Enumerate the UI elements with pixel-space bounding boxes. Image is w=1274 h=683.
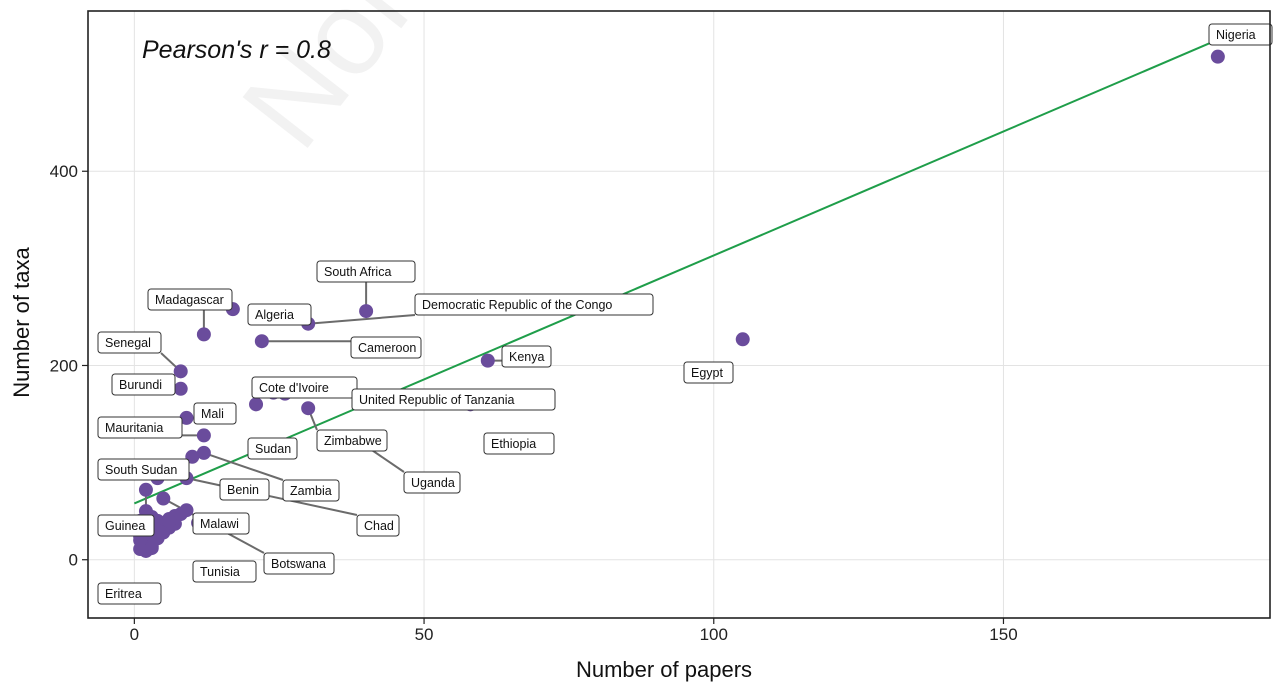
x-axis-title: Number of papers	[576, 657, 752, 682]
label-united-republic-of-tanzania: United Republic of Tanzania	[359, 393, 514, 407]
label-senegal: Senegal	[105, 336, 151, 350]
label-south-sudan: South Sudan	[105, 463, 177, 477]
label-box-malawi	[192, 512, 250, 535]
label-box-chad	[356, 514, 400, 537]
label-box-sudan	[247, 437, 298, 460]
label-tunisia: Tunisia	[200, 565, 240, 579]
label-democratic-republic-of-the-congo: Democratic Republic of the Congo	[422, 298, 612, 312]
label-box-united-republic-of-tanzania	[351, 388, 556, 411]
label-box-south-africa	[316, 260, 416, 283]
point-mauritania	[196, 428, 211, 443]
label-guinea: Guinea	[105, 519, 145, 533]
label-botswana: Botswana	[271, 557, 326, 571]
label-kenya: Kenya	[509, 350, 544, 364]
point-egypt	[735, 332, 750, 347]
point-south-africa	[359, 304, 374, 319]
label-box-madagascar	[147, 288, 233, 311]
point-cameroon	[254, 334, 269, 349]
label-box-cote-d-ivoire	[251, 376, 358, 399]
label-madagascar: Madagascar	[155, 293, 224, 307]
point-nigeria	[1210, 49, 1225, 64]
label-box-south-sudan	[97, 458, 190, 481]
point-mali	[179, 410, 194, 425]
label-chad: Chad	[364, 519, 394, 533]
point-botswana	[156, 491, 171, 506]
label-nigeria: Nigeria	[1216, 28, 1256, 42]
label-box-kenya	[501, 345, 552, 368]
label-malawi: Malawi	[200, 517, 239, 531]
point-eritrea	[133, 542, 148, 557]
point-zimbabwe	[301, 401, 316, 416]
label-mauritania: Mauritania	[105, 421, 163, 435]
label-box-ethiopia	[483, 432, 555, 455]
connector-democratic-republic-of-the-congo	[308, 314, 416, 325]
data-point	[144, 541, 159, 556]
pearson-annotation: Pearson's r = 0.8	[142, 36, 331, 64]
label-box-burundi	[111, 373, 176, 396]
label-sudan: Sudan	[255, 442, 291, 456]
label-egypt: Egypt	[691, 366, 723, 380]
label-eritrea: Eritrea	[105, 587, 142, 601]
label-box-mali	[193, 402, 237, 425]
label-zambia: Zambia	[290, 484, 332, 498]
data-point	[162, 513, 177, 528]
label-box-mauritania	[97, 416, 183, 439]
point-senegal	[173, 364, 188, 379]
connector-chad	[186, 477, 358, 516]
label-box-cameroon	[350, 336, 422, 359]
point-burundi	[173, 381, 188, 396]
point-sudan	[249, 397, 264, 412]
label-zimbabwe: Zimbabwe	[324, 434, 382, 448]
label-box-senegal	[97, 331, 162, 354]
x-tick-label-100: 100	[700, 625, 728, 644]
label-box-zambia	[282, 479, 340, 502]
label-cameroon: Cameroon	[358, 341, 416, 355]
label-box-botswana	[263, 552, 335, 575]
point-malawi	[179, 503, 194, 518]
point-kenya	[480, 353, 495, 368]
label-box-uganda	[403, 471, 461, 494]
label-box-nigeria	[1208, 23, 1273, 46]
point-guinea	[138, 482, 153, 497]
x-tick-label-50: 50	[415, 625, 434, 644]
point-labels: Nigeria Egypt Kenya Ethiopia Uganda South Afr…	[97, 23, 1273, 605]
plot-frame	[87, 10, 1271, 619]
axes: 0 50 100 150 0 200 400	[50, 162, 1018, 644]
y-tick-label-200: 200	[50, 356, 78, 375]
label-cote-d-ivoire: Cote d'Ivoire	[259, 381, 329, 395]
regression-line	[133, 36, 1225, 505]
label-box-democratic-republic-of-the-congo	[414, 293, 654, 316]
label-box-guinea	[97, 514, 155, 537]
label-box-tunisia	[192, 560, 257, 583]
point-madagascar	[196, 327, 211, 342]
label-uganda: Uganda	[411, 476, 455, 490]
label-box-benin	[219, 478, 270, 501]
label-box-zimbabwe	[316, 429, 388, 452]
x-tick-label-0: 0	[130, 625, 139, 644]
y-tick-label-0: 0	[69, 551, 78, 570]
label-box-algeria	[247, 303, 312, 326]
label-ethiopia: Ethiopia	[491, 437, 536, 451]
y-axis-title: Number of taxa	[9, 247, 34, 398]
x-tick-label-150: 150	[989, 625, 1017, 644]
connector-zambia	[203, 451, 284, 481]
label-benin: Benin	[227, 483, 259, 497]
label-box-eritrea	[97, 582, 162, 605]
label-burundi: Burundi	[119, 378, 162, 392]
label-box-egypt	[683, 361, 734, 384]
point-zambia	[196, 445, 211, 460]
y-tick-label-400: 400	[50, 162, 78, 181]
label-south-africa: South Africa	[324, 265, 391, 279]
label-algeria: Algeria	[255, 308, 294, 322]
label-mali: Mali	[201, 407, 224, 421]
